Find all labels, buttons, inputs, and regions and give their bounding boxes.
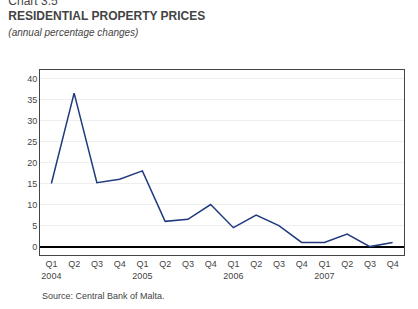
svg-text:Q2: Q2 (341, 259, 353, 269)
svg-text:25: 25 (27, 137, 37, 147)
svg-text:Chart 3.5RESIDENTIAL PROPERTY: Chart 3.5RESIDENTIAL PROPERTY PRICES(ann… (8, 0, 205, 38)
svg-text:Q12005: Q12005 (132, 259, 152, 281)
svg-text:Q2: Q2 (250, 259, 262, 269)
svg-text:10: 10 (27, 200, 37, 210)
svg-text:Q2: Q2 (159, 259, 171, 269)
svg-text:Q12006: Q12006 (223, 259, 243, 281)
svg-text:Q3: Q3 (182, 259, 194, 269)
svg-text:35: 35 (27, 95, 37, 105)
svg-text:Q4: Q4 (387, 259, 399, 269)
svg-text:Q3: Q3 (273, 259, 285, 269)
svg-text:Q12007: Q12007 (314, 259, 334, 281)
svg-text:Q12004: Q12004 (41, 259, 61, 281)
svg-text:15: 15 (27, 179, 37, 189)
svg-text:Q4: Q4 (114, 259, 126, 269)
svg-text:20: 20 (27, 158, 37, 168)
svg-text:30: 30 (27, 116, 37, 126)
svg-text:Source: Central Bank of Malta.: Source: Central Bank of Malta. (42, 291, 165, 301)
svg-text:Q4: Q4 (296, 259, 308, 269)
svg-text:0: 0 (32, 242, 37, 252)
svg-text:40: 40 (27, 74, 37, 84)
svg-text:5: 5 (32, 221, 37, 231)
svg-text:Q3: Q3 (91, 259, 103, 269)
svg-text:Q4: Q4 (205, 259, 217, 269)
svg-text:Q2: Q2 (68, 259, 80, 269)
svg-text:Q3: Q3 (364, 259, 376, 269)
